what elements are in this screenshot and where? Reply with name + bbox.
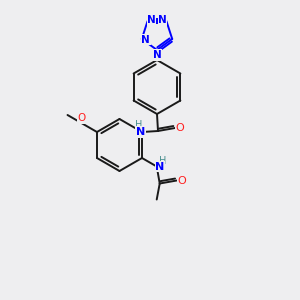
Text: N: N [153,50,161,60]
Text: N: N [158,15,167,25]
Text: O: O [77,113,86,123]
Text: N: N [155,161,164,172]
Text: N: N [147,15,156,25]
Text: O: O [177,176,186,185]
Text: H: H [159,155,166,166]
Text: N: N [141,35,150,45]
Text: H: H [135,120,143,130]
Text: O: O [176,123,184,133]
Text: N: N [136,127,146,137]
